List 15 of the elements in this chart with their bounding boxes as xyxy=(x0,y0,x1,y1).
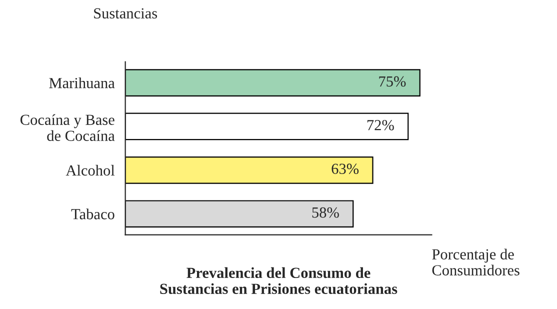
bar xyxy=(125,112,409,140)
data-label: 75% xyxy=(379,76,406,87)
y-tick-label: Alcohol xyxy=(66,164,115,176)
y-axis-title: Sustancias xyxy=(94,8,158,19)
y-tick-label: Cocaína y Base de Cocaína xyxy=(20,114,115,142)
data-label: 72% xyxy=(367,120,394,130)
data-label: 63% xyxy=(332,164,359,174)
data-label: 58% xyxy=(312,207,339,218)
bar xyxy=(125,200,354,228)
x-axis-title: Porcentaje de Consumidores xyxy=(432,248,520,276)
y-tick-label: Tabaco xyxy=(71,208,114,220)
text: Prevalencia del Consumo de Sustancias en Prisiones ecuatorianas xyxy=(160,267,398,294)
y-tick-label: Marihuana xyxy=(49,77,115,88)
bar xyxy=(125,156,374,184)
bar xyxy=(125,69,420,96)
